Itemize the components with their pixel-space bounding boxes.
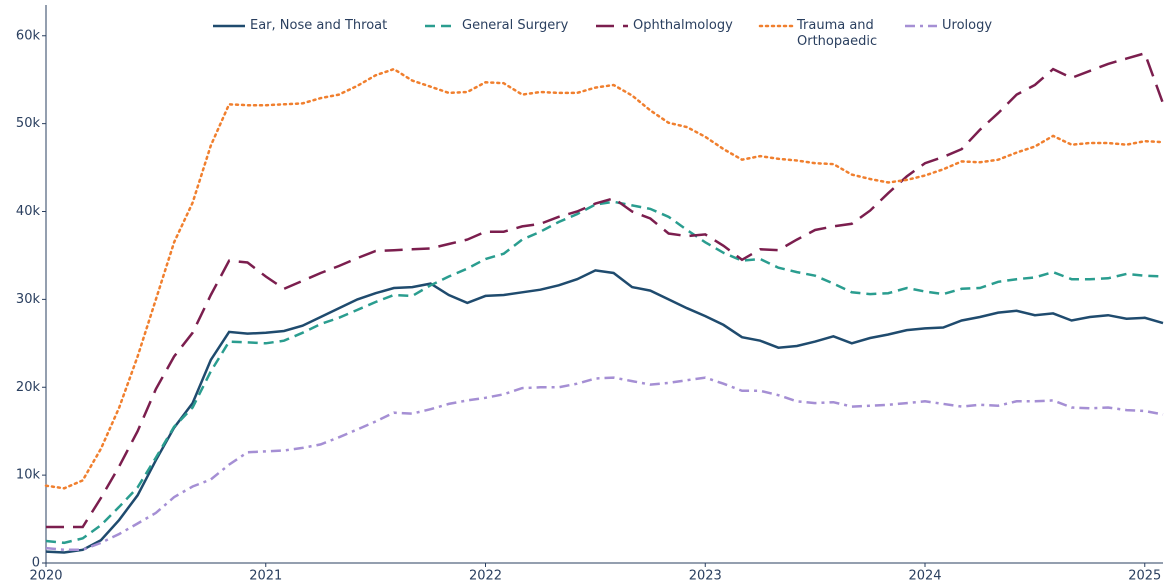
line-series [45,376,1164,552]
line-series [45,200,1164,545]
y-tick-label: 60k [16,28,41,43]
y-tick-label: 30k [16,292,41,307]
legend-label: Urology [942,18,993,33]
y-tick-label: 10k [16,468,41,483]
line-series [44,67,1165,490]
line-series [46,51,1165,529]
x-tick-label: 2020 [29,569,62,584]
y-tick-label: 0 [32,556,40,571]
x-tick-label: 2025 [1128,569,1161,584]
y-tick-label: 20k [16,380,41,395]
x-tick-label: 2021 [249,569,282,584]
y-tick-label: 50k [16,116,41,131]
x-tick-label: 2023 [689,569,722,584]
legend-label: General Surgery [462,18,569,33]
x-tick-label: 2024 [908,569,941,584]
line-series [45,269,1164,554]
legend-label: Trauma and Orthopaedic [797,18,878,49]
x-tick-label: 2022 [469,569,502,584]
legend-label: Ear, Nose and Throat [250,18,388,33]
y-tick-label: 40k [16,204,41,219]
legend-label: Ophthalmology [633,18,733,33]
